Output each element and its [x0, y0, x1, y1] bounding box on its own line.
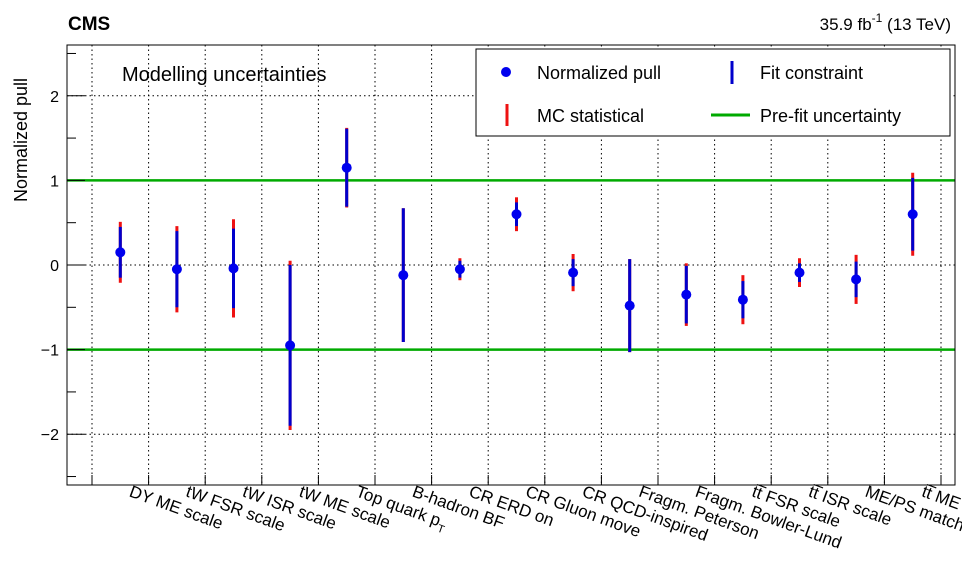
normalized-pull-point — [681, 289, 692, 300]
legend-mc-label: MC statistical — [537, 106, 644, 126]
legend-pull-marker — [501, 67, 511, 77]
y-axis-label: Normalized pull — [11, 78, 31, 202]
normalized-pull-point — [285, 340, 296, 351]
normalized-pull-point — [851, 274, 862, 285]
y-tick-label: −2 — [41, 427, 59, 444]
y-tick-label: 2 — [50, 89, 59, 106]
legend-prefit-label: Pre-fit uncertainty — [760, 106, 901, 126]
legend: Normalized pull Fit constraint MC statis… — [475, 48, 951, 137]
annotation-label: Modelling uncertainties — [122, 64, 327, 86]
normalized-pull-point — [228, 263, 239, 274]
normalized-pull-point — [907, 209, 918, 220]
normalized-pull-point — [624, 300, 635, 311]
normalized-pull-point — [737, 294, 748, 305]
legend-pull-label: Normalized pull — [537, 63, 661, 83]
y-tick-label: −1 — [41, 343, 59, 360]
normalized-pull-point — [568, 267, 579, 278]
normalized-pull-point — [454, 264, 465, 275]
y-tick-label: 0 — [50, 258, 59, 275]
legend-fit-label: Fit constraint — [760, 63, 863, 83]
x-category-subscript: T — [435, 523, 446, 537]
normalized-pull-point — [398, 270, 409, 281]
prefit-band-lines — [67, 179, 955, 351]
normalized-pull-point — [511, 209, 522, 220]
y-tick-label: 1 — [50, 173, 59, 190]
normalized-pull-point — [171, 264, 182, 275]
normalized-pull-point — [341, 162, 352, 173]
lumi-label: 35.9 fb-1 (13 TeV) — [820, 11, 951, 34]
normalized-pull-point — [115, 247, 126, 258]
data-points — [115, 127, 918, 430]
normalized-pull-point — [794, 267, 805, 278]
experiment-label: CMS — [68, 14, 110, 35]
legend-box — [475, 48, 951, 137]
